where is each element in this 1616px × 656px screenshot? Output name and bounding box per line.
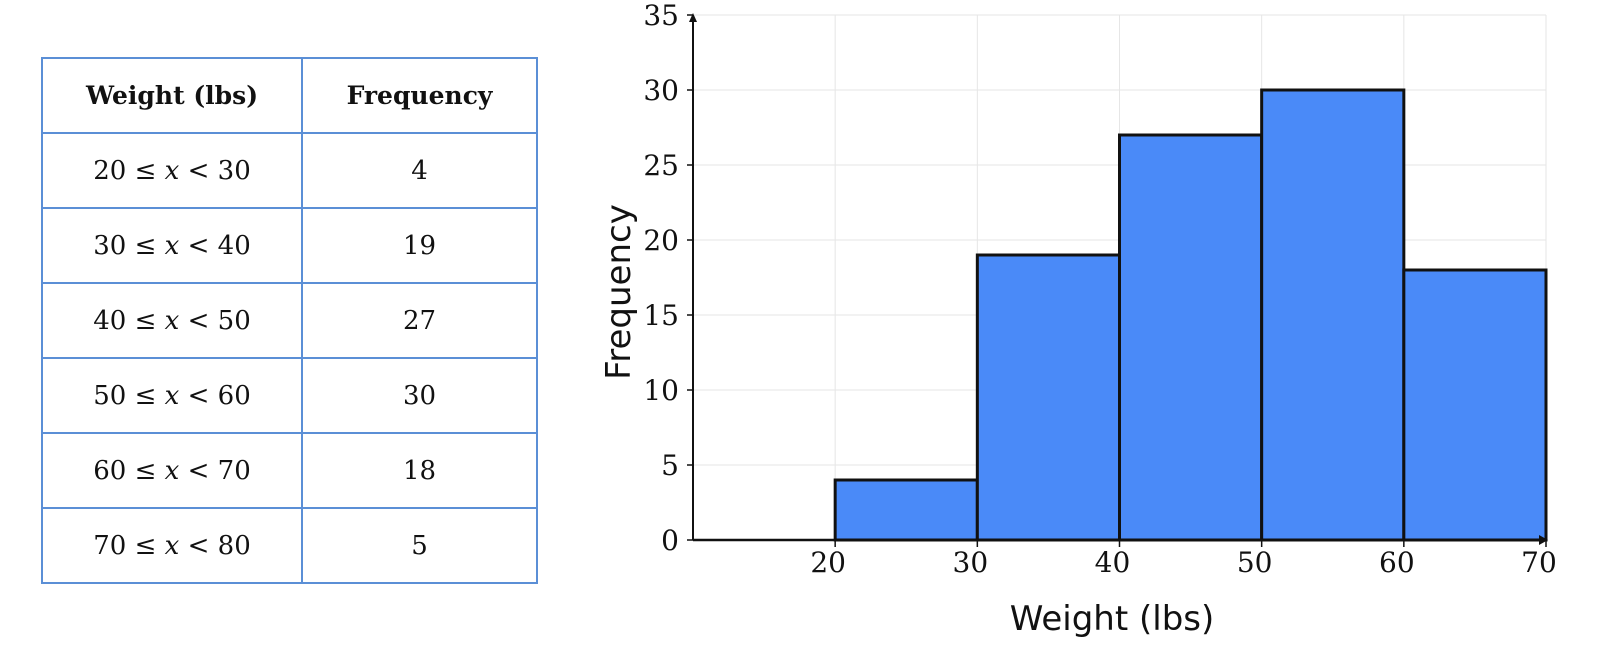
- lt-symbol: <: [187, 305, 210, 336]
- weight-interval-cell: 50 ≤ x < 60: [41, 357, 303, 434]
- interval-upper: 30: [217, 155, 251, 186]
- lt-symbol: <: [187, 455, 210, 486]
- histogram-bar: [1402, 268, 1548, 542]
- interval-variable: x: [164, 155, 180, 186]
- interval-variable: x: [164, 455, 180, 486]
- interval-variable: x: [164, 380, 180, 411]
- y-tick-label: 30: [643, 74, 679, 107]
- interval-upper: 80: [217, 530, 251, 561]
- lt-symbol: <: [187, 380, 210, 411]
- axes: [687, 13, 1548, 547]
- interval-lower: 70: [93, 530, 127, 561]
- header-weight: Weight (lbs): [41, 57, 303, 134]
- header-frequency: Frequency: [301, 57, 538, 134]
- table-row: 50 ≤ x < 60 30: [41, 357, 538, 434]
- frequency-table: Weight (lbs) Frequency 20 ≤ x < 30 4 30 ≤ …: [41, 57, 538, 584]
- y-tick-label: 0: [661, 524, 679, 557]
- table-row: 60 ≤ x < 70 18: [41, 432, 538, 509]
- interval-variable: x: [164, 230, 180, 261]
- y-tick-label: 15: [643, 299, 679, 332]
- x-tick-label: 50: [1237, 546, 1273, 579]
- y-tick-label: 10: [643, 374, 679, 407]
- x-axis-arrow: [1539, 535, 1548, 545]
- frequency-cell: 27: [301, 282, 538, 359]
- x-tick-label: 40: [1095, 546, 1131, 579]
- x-tick-label: 30: [953, 546, 989, 579]
- table-header-row: Weight (lbs) Frequency: [41, 57, 538, 134]
- table-row: 40 ≤ x < 50 27: [41, 282, 538, 359]
- y-tick-label: 35: [643, 0, 679, 32]
- y-axis-arrow: [689, 13, 697, 22]
- x-tick-label: 20: [810, 546, 846, 579]
- interval-lower: 50: [93, 380, 127, 411]
- interval-variable: x: [164, 305, 180, 336]
- histogram-bar: [1260, 88, 1406, 542]
- frequency-cell: 18: [301, 432, 538, 509]
- lt-symbol: <: [187, 230, 210, 261]
- histogram-bars: [833, 88, 1548, 542]
- x-tick-label: 60: [1379, 546, 1415, 579]
- weight-interval-cell: 20 ≤ x < 30: [41, 132, 303, 209]
- frequency-cell: 30: [301, 357, 538, 434]
- interval-lower: 40: [93, 305, 127, 336]
- le-symbol: ≤: [134, 530, 157, 561]
- y-tick-label: 5: [661, 449, 679, 482]
- tick-labels: 20 30 40 50 60 70 0 5 10 15 20 25 30 35: [643, 0, 1556, 579]
- interval-upper: 70: [217, 455, 251, 486]
- interval-variable: x: [164, 530, 180, 561]
- le-symbol: ≤: [134, 230, 157, 261]
- lt-symbol: <: [187, 530, 210, 561]
- table-row: 20 ≤ x < 30 4: [41, 132, 538, 209]
- le-symbol: ≤: [134, 305, 157, 336]
- frequency-cell: 4: [301, 132, 538, 209]
- interval-upper: 60: [217, 380, 251, 411]
- weight-interval-cell: 60 ≤ x < 70: [41, 432, 303, 509]
- frequency-cell: 19: [301, 207, 538, 284]
- histogram-bar: [1118, 133, 1264, 542]
- histogram-bar: [975, 253, 1121, 542]
- le-symbol: ≤: [134, 455, 157, 486]
- weight-interval-cell: 30 ≤ x < 40: [41, 207, 303, 284]
- y-tick-label: 25: [643, 149, 679, 182]
- lt-symbol: <: [187, 155, 210, 186]
- table-row: 70 ≤ x < 80 5: [41, 507, 538, 584]
- interval-lower: 30: [93, 230, 127, 261]
- interval-upper: 40: [217, 230, 251, 261]
- weight-interval-cell: 40 ≤ x < 50: [41, 282, 303, 359]
- x-axis-title: Weight (lbs): [1010, 599, 1215, 639]
- table-row: 30 ≤ x < 40 19: [41, 207, 538, 284]
- interval-lower: 60: [93, 455, 127, 486]
- le-symbol: ≤: [134, 155, 157, 186]
- le-symbol: ≤: [134, 380, 157, 411]
- frequency-cell: 5: [301, 507, 538, 584]
- x-tick-label: 70: [1521, 546, 1557, 579]
- interval-upper: 50: [217, 305, 251, 336]
- table-body: 20 ≤ x < 30 4 30 ≤ x < 40 19 40 ≤ x < 50 27 50…: [41, 132, 538, 584]
- histogram-bar: [833, 478, 979, 542]
- weight-interval-cell: 70 ≤ x < 80: [41, 507, 303, 584]
- y-axis-title: Frequency: [599, 204, 639, 380]
- interval-lower: 20: [93, 155, 127, 186]
- y-tick-label: 20: [643, 224, 679, 257]
